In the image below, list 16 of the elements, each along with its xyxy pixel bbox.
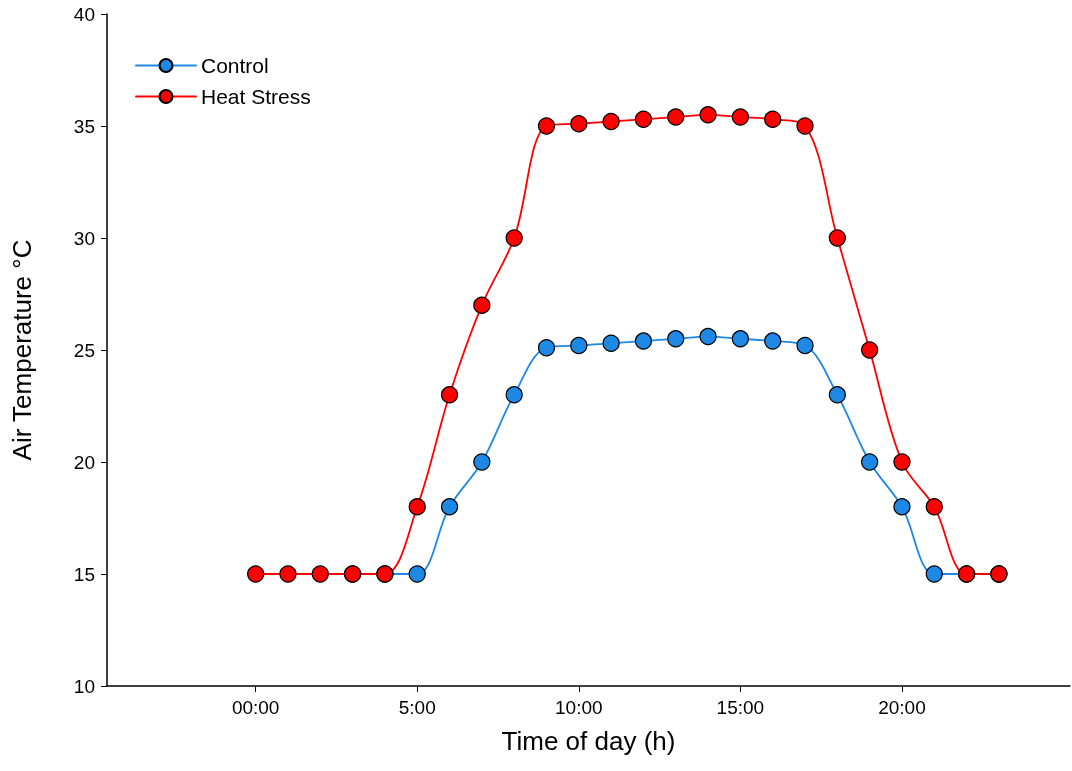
y-tick-label: 25 (73, 339, 95, 361)
x-tick-label: 5:00 (398, 697, 436, 718)
y-tick-label: 20 (73, 451, 95, 473)
y-tick-label: 15 (73, 563, 95, 585)
x-tick-label: 10:00 (555, 697, 603, 718)
y-tick-label: 10 (73, 675, 95, 697)
y-axis-title: Air Temperature °C (7, 239, 37, 461)
x-tick-label: 20:00 (878, 697, 926, 718)
y-tick-label: 40 (73, 3, 95, 25)
x-axis-title: Time of day (h) (501, 726, 676, 756)
y-tick-label: 30 (73, 227, 95, 249)
y-tick-label: 35 (73, 115, 95, 137)
legend-label: Control (201, 54, 269, 77)
x-tick-label: 15:00 (716, 697, 765, 718)
legend-label: Heat Stress (201, 85, 311, 108)
x-tick-label: 00:00 (231, 697, 280, 718)
